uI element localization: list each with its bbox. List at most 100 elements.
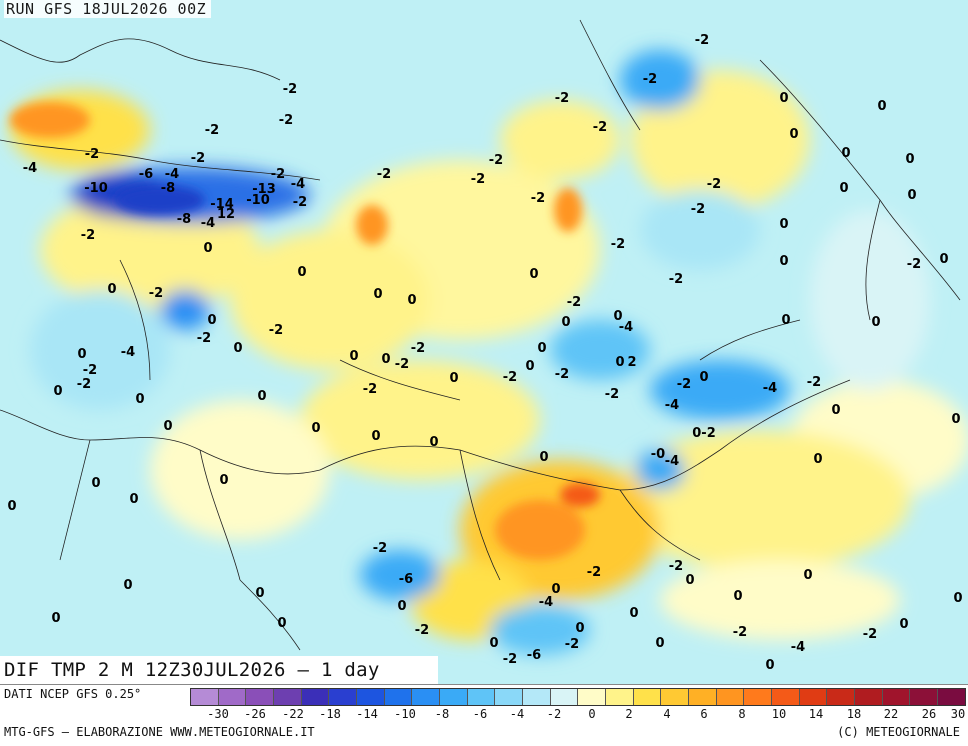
legend-tick-label: -22: [282, 707, 304, 721]
contour-label: 0: [91, 476, 100, 491]
legend-tick-label: 4: [663, 707, 671, 721]
contour-label: 0: [789, 127, 798, 142]
contour-label: 0: [629, 606, 638, 621]
contour-label: 0: [107, 282, 116, 297]
legend-swatch: [523, 689, 551, 705]
contour-label: -2: [293, 195, 307, 210]
contour-label: -2: [611, 237, 625, 252]
contour-label: -2: [489, 153, 503, 168]
contour-label: -2: [555, 367, 569, 382]
contour-label: 0: [899, 617, 908, 632]
legend-swatch: [744, 689, 773, 705]
legend-tick-label: 10: [771, 707, 787, 721]
contour-label: -2: [555, 91, 569, 106]
data-source: DATI NCEP GFS 0.25°: [4, 687, 142, 701]
borders: [0, 19, 961, 651]
contour-label: -2: [415, 623, 429, 638]
contour-label: 0: [529, 267, 538, 282]
contour-label: -2: [279, 113, 293, 128]
legend-tick-label: -8: [434, 707, 450, 721]
contour-label: 0: [871, 315, 880, 330]
contour-label: 0: [429, 435, 438, 450]
contour-label: -8: [177, 212, 191, 227]
contour-label: 0: [561, 315, 570, 330]
contour-label: 0: [655, 636, 664, 651]
contour-label: -4: [23, 161, 37, 176]
contour-label: 0: [135, 392, 144, 407]
legend-tick-label: -14: [356, 707, 378, 721]
contour-label: 0: [615, 355, 624, 370]
legend-swatch: [440, 689, 468, 705]
contour-label: -6: [527, 648, 541, 663]
contour-label: -2: [395, 357, 409, 372]
contour-label: 0: [537, 341, 546, 356]
contour-label: 0: [77, 347, 86, 362]
contour-label: -0: [651, 447, 665, 462]
legend-tick-label: -6: [472, 707, 488, 721]
legend-swatch: [910, 689, 939, 705]
footer: DATI NCEP GFS 0.25° -30 -26 -22 -18 -14 -10 -8…: [0, 684, 968, 746]
contour-label: -2: [503, 370, 517, 385]
contour-label: 0: [219, 473, 228, 488]
legend-tick-label: 6: [700, 707, 708, 721]
legend-tick-label: -4: [509, 707, 525, 721]
contour-label: 0: [841, 146, 850, 161]
contour-label: -2: [593, 120, 607, 135]
contour-label: 0: [53, 384, 62, 399]
contour-label: 0: [407, 293, 416, 308]
contour-label: 0: [551, 582, 560, 597]
contour-label: -2: [567, 295, 581, 310]
contour-label: -2: [907, 257, 921, 272]
contour-label: -2: [205, 123, 219, 138]
field-shading: [10, 50, 968, 655]
legend-swatch: [938, 689, 965, 705]
legend-swatch: [191, 689, 219, 705]
legend-tick-label: 30: [950, 707, 966, 721]
legend-tick-label: -30: [207, 707, 229, 721]
legend-swatch: [384, 689, 413, 705]
credit-left: MTG-GFS – ELABORAZIONE WWW.METEOGIORNALE…: [4, 725, 315, 739]
contour-label: 0: [163, 419, 172, 434]
contour-label: -4: [763, 381, 777, 396]
contour-label: -2: [531, 191, 545, 206]
contour-label: -2: [807, 375, 821, 390]
legend-tick-label: -2: [546, 707, 562, 721]
contour-label: 0: [255, 586, 264, 601]
contour-label: -2: [83, 363, 97, 378]
contour-label: -14: [210, 197, 234, 212]
legend-swatch: [716, 689, 745, 705]
contour-label: -2: [565, 637, 579, 652]
contour-label: -2: [283, 82, 297, 97]
contour-label: 0: [839, 181, 848, 196]
legend-tick-label: 18: [846, 707, 862, 721]
contour-label: 0: [765, 658, 774, 673]
contour-label: -2: [271, 167, 285, 182]
contour-label: -2: [677, 377, 691, 392]
contour-label: 0: [297, 265, 306, 280]
contour-label: 0: [311, 421, 320, 436]
contour-label: -2: [707, 177, 721, 192]
legend-swatch: [357, 689, 385, 705]
legend-ticks: -30 -26 -22 -18 -14 -10 -8 -6 -4 -2 0 2 4 6 8 10 14 18 22 2…: [190, 707, 966, 723]
contour-label: 0: [381, 352, 390, 367]
legend-tick-label: -26: [244, 707, 266, 721]
legend-swatch: [329, 689, 358, 705]
credit-right: (C) METEOGIORNALE: [837, 725, 960, 739]
contour-label: 0: [489, 636, 498, 651]
contour-label: 0: [733, 589, 742, 604]
contour-labels: -2-2-2-2 -2-4 -6 -4-10 -8-2-4-13-10 -2-14-8 -4…: [7, 33, 962, 673]
contour-label: -2: [269, 323, 283, 338]
legend-swatch: [412, 689, 441, 705]
contour-label: -2: [863, 627, 877, 642]
field-hotspots: [10, 102, 600, 560]
contour-label: -4: [791, 640, 805, 655]
contour-label: -10: [246, 193, 270, 208]
legend-swatch: [827, 689, 856, 705]
contour-label: -2: [373, 541, 387, 556]
contour-label: 0: [781, 313, 790, 328]
contour-label: 12: [217, 207, 235, 222]
contour-label: -4: [619, 320, 633, 335]
contour-label: 0: [907, 188, 916, 203]
contour-label: 0: [953, 591, 962, 606]
contour-label: 2: [627, 355, 636, 370]
